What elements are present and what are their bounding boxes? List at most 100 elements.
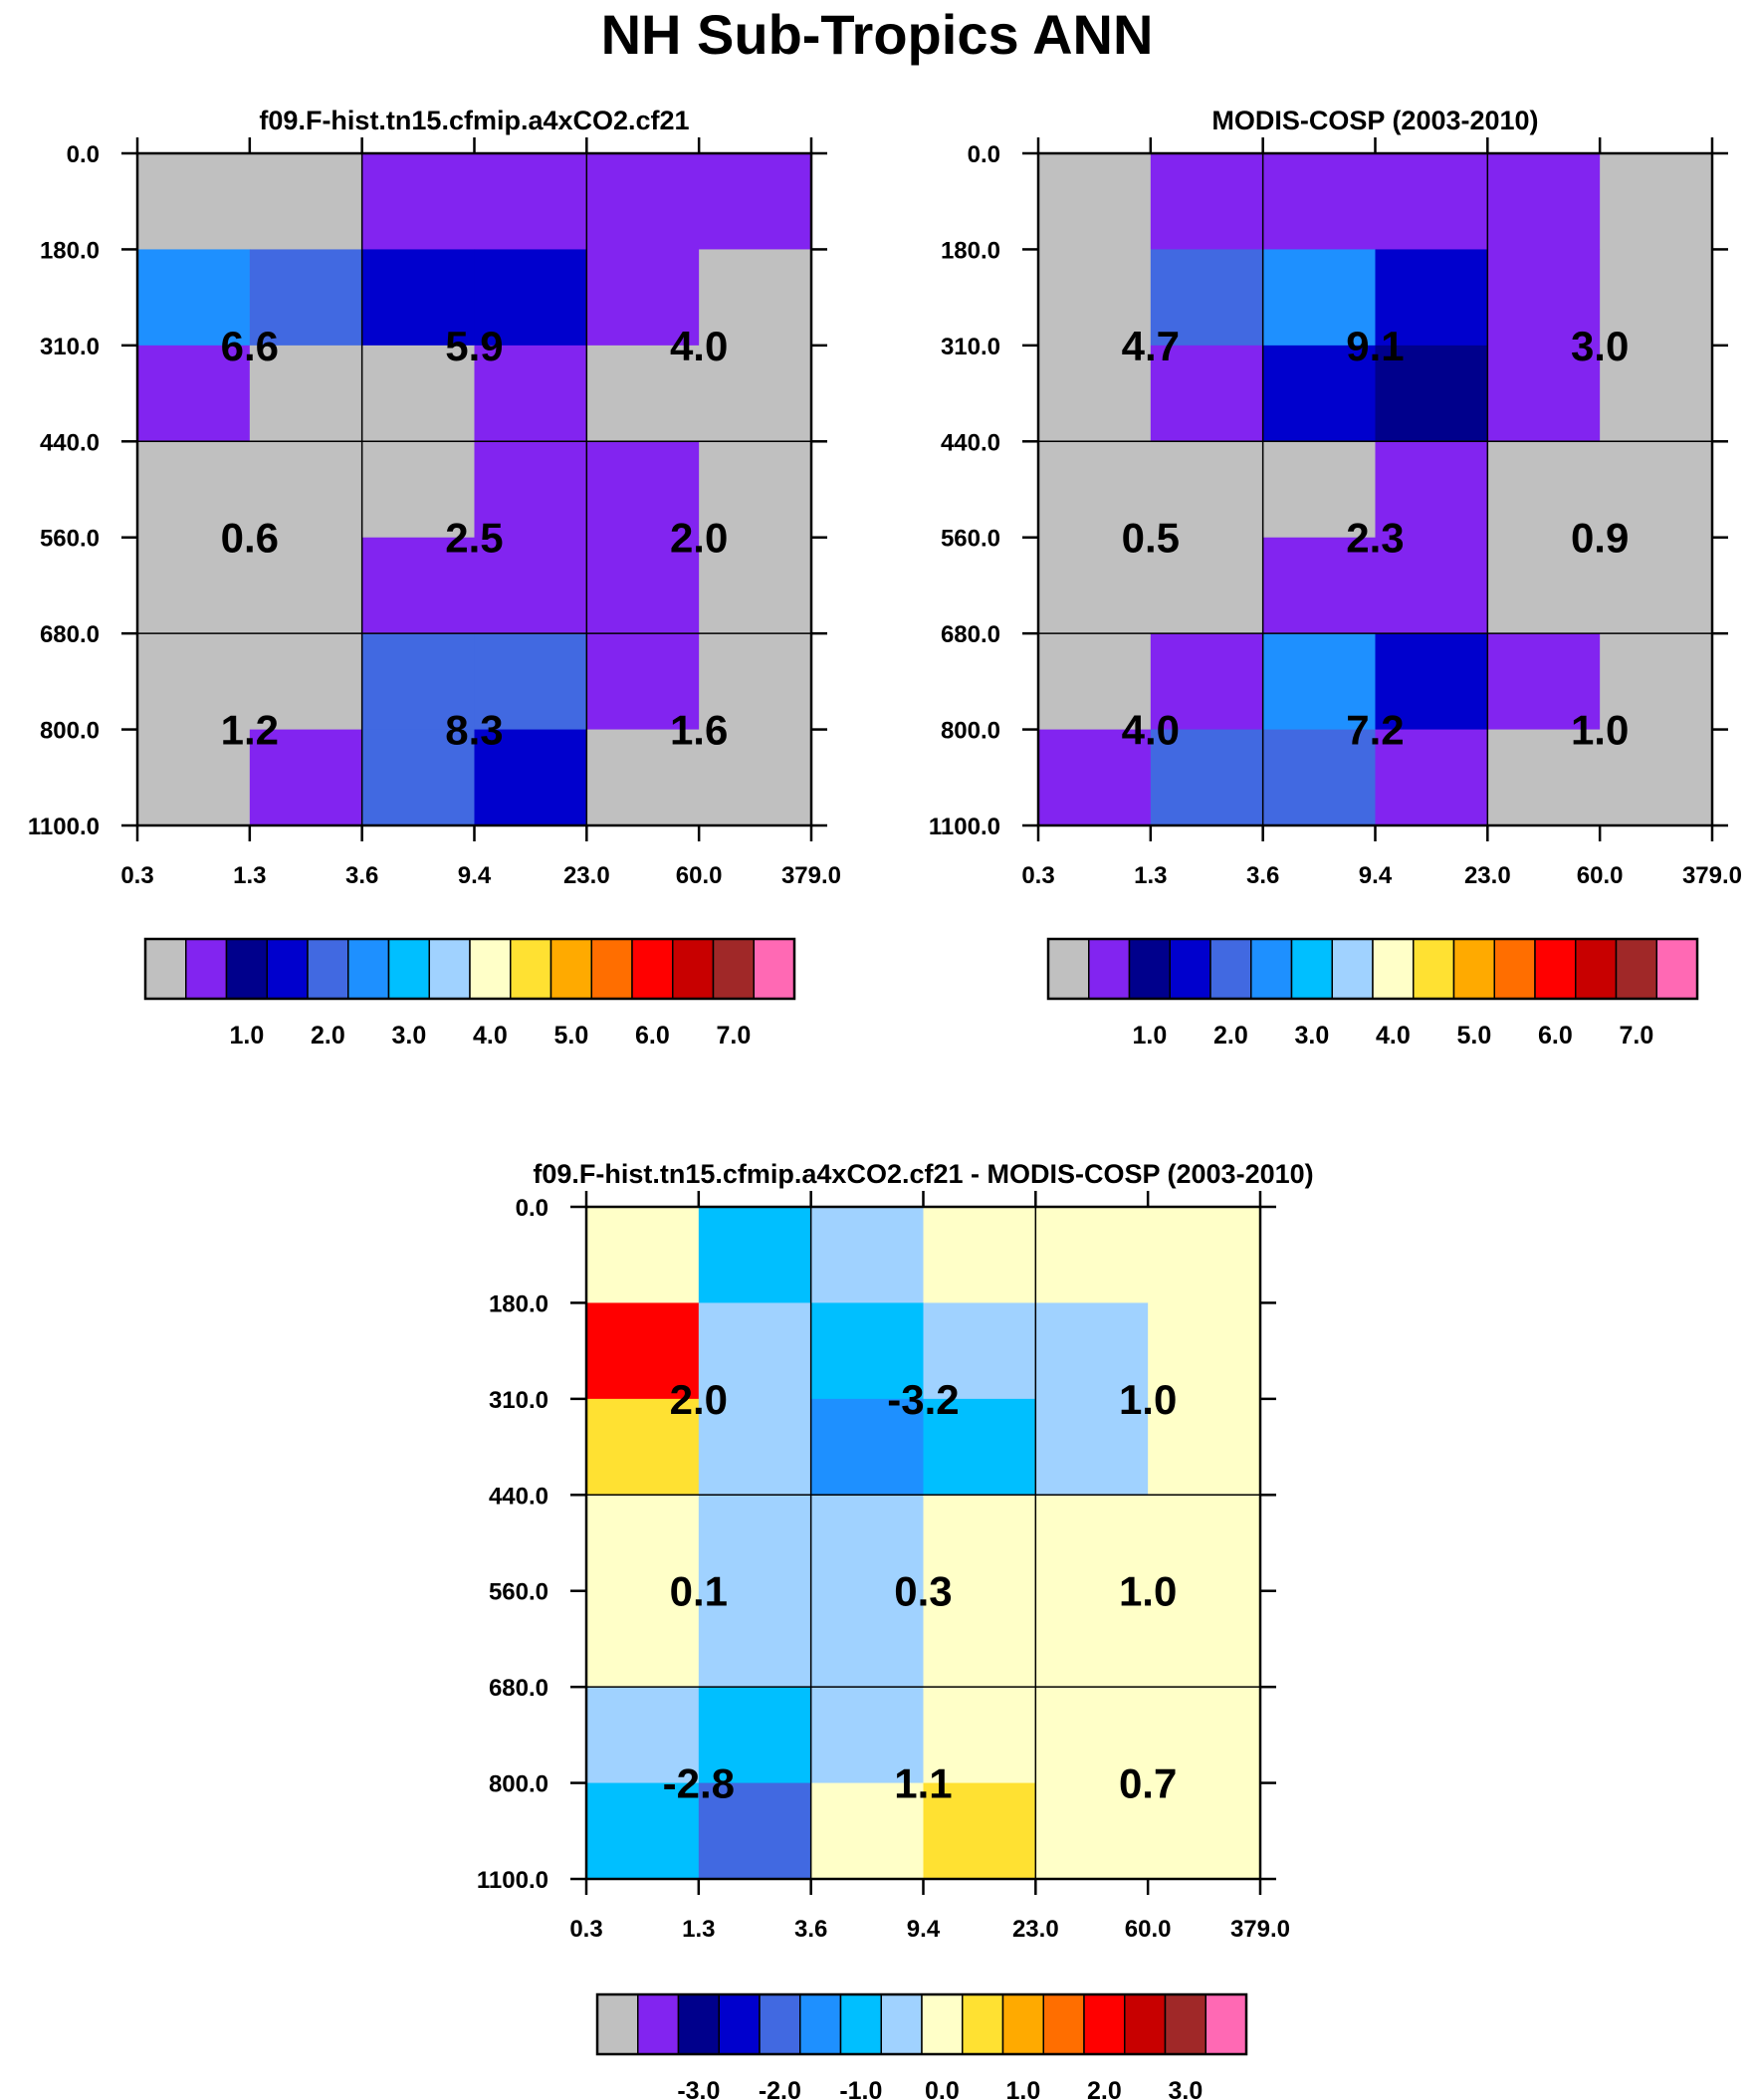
colorbar-swatch — [1209, 938, 1252, 1000]
heatmap-cell — [1262, 633, 1377, 731]
heatmap-cell — [923, 1590, 1036, 1688]
colorbar-frame — [1046, 937, 1699, 1001]
heatmap-cell — [249, 153, 363, 251]
colorbar-swatch — [1047, 938, 1090, 1000]
heatmap-cell — [1375, 345, 1488, 442]
x-tick-label: 0.3 — [569, 1916, 602, 1943]
colorbar-swatch — [387, 938, 430, 1000]
y-tick-label: 180.0 — [40, 237, 100, 264]
y-tick-label: 1100.0 — [477, 1867, 548, 1894]
cell-value-label: 9.1 — [1346, 323, 1404, 369]
colorbar-label: 1.0 — [229, 1022, 264, 1050]
heatmap-cell — [586, 1495, 700, 1592]
heatmap-cell — [810, 1687, 925, 1784]
x-tick-label: 379.0 — [1682, 862, 1742, 889]
heatmap-cell — [923, 1398, 1036, 1496]
heatmap-cell — [698, 1398, 812, 1496]
y-tick-label: 440.0 — [489, 1483, 548, 1510]
y-tick-label: 800.0 — [40, 718, 100, 745]
heatmap-cell — [1600, 729, 1713, 826]
colorbar-swatch — [1088, 938, 1131, 1000]
colorbar-swatch — [225, 938, 268, 1000]
heatmap-cell — [698, 1782, 812, 1880]
x-tick-label: 23.0 — [563, 862, 610, 889]
heatmap-cell — [137, 633, 251, 731]
colorbar-swatch — [1655, 938, 1698, 1000]
heatmap-cell — [1262, 249, 1377, 347]
heatmap-cell — [1487, 633, 1601, 731]
heatmap-cell — [586, 153, 700, 251]
heatmap-cell — [1148, 1207, 1261, 1304]
colorbar-label: 5.0 — [553, 1022, 588, 1050]
heatmap-cell — [1038, 153, 1152, 251]
cell-value-label: 2.0 — [670, 1376, 728, 1423]
heatmap-cell — [361, 345, 476, 442]
heatmap-cell — [1038, 633, 1152, 731]
x-tick-label: 3.6 — [794, 1916, 827, 1943]
colorbar-label: 5.0 — [1456, 1022, 1491, 1050]
colorbar-swatch — [962, 1993, 1004, 2055]
heatmap-cell — [1148, 1302, 1261, 1400]
cell-value-label: 1.0 — [1571, 707, 1629, 754]
cell-value-label: 1.2 — [221, 707, 279, 754]
cell-value-label: -2.8 — [663, 1760, 735, 1807]
heatmap-cell — [1150, 153, 1264, 251]
x-tick-label: 9.4 — [458, 862, 492, 889]
colorbar-swatch — [839, 1993, 882, 2055]
heatmap-cell — [810, 1782, 925, 1880]
cell-value-label: 0.5 — [1122, 515, 1180, 562]
cell-value-label: 4.0 — [1122, 707, 1180, 754]
heatmap-cell — [698, 1687, 812, 1784]
y-tick-label: 180.0 — [941, 237, 1000, 264]
colorbar-label: 6.0 — [1538, 1022, 1573, 1050]
cell-value-label: 0.3 — [894, 1568, 952, 1615]
heatmap-cell — [1375, 537, 1488, 634]
y-tick-label: 560.0 — [941, 526, 1000, 553]
heatmap-cell — [474, 729, 587, 826]
heatmap-cell — [586, 1398, 700, 1496]
x-tick-label: 379.0 — [781, 862, 841, 889]
colorbar-swatch — [637, 1993, 680, 2055]
heatmap-cell — [1035, 1207, 1149, 1304]
colorbar-swatch — [1250, 938, 1293, 1000]
colorbar-swatch — [1169, 938, 1211, 1000]
heatmap-cell — [1150, 441, 1264, 539]
y-tick-label: 440.0 — [941, 429, 1000, 456]
x-tick-label: 60.0 — [676, 862, 723, 889]
y-tick-label: 310.0 — [40, 334, 100, 360]
heatmap-cell — [1038, 441, 1152, 539]
heatmap-cell — [1262, 537, 1377, 634]
heatmap-cell — [1600, 633, 1713, 731]
heatmap-cell — [1035, 1398, 1149, 1496]
colorbar-swatch — [590, 938, 633, 1000]
heatmap-cell — [474, 633, 587, 731]
heatmap-cell — [474, 441, 587, 539]
x-tick-label: 0.3 — [1021, 862, 1054, 889]
heatmap-cell — [586, 1590, 700, 1688]
heatmap-cell — [1600, 249, 1713, 347]
heatmap-cell — [1038, 537, 1152, 634]
colorbar-label: 6.0 — [635, 1022, 670, 1050]
y-tick-label: 1100.0 — [929, 814, 1000, 840]
heatmap-cell — [699, 729, 812, 826]
heatmap-cell — [137, 537, 251, 634]
heatmap-cell — [586, 633, 700, 731]
y-tick-label: 680.0 — [941, 621, 1000, 648]
heatmap-cell — [361, 729, 476, 826]
heatmap-cell — [1262, 441, 1377, 539]
heatmap-cell — [249, 729, 363, 826]
colorbar-swatch — [1331, 938, 1374, 1000]
panel-title-1: MODIS-COSP (2003-2010) — [1211, 106, 1538, 135]
heatmap-cell — [249, 441, 363, 539]
heatmap-cell — [474, 153, 587, 251]
heatmap-cell — [923, 1302, 1036, 1400]
colorbar-label: -1.0 — [839, 2077, 882, 2100]
colorbar-swatch — [266, 938, 309, 1000]
cell-value-label: 3.0 — [1571, 323, 1629, 369]
heatmap-cell — [1150, 729, 1264, 826]
y-tick-label: 0.0 — [67, 141, 100, 168]
colorbar-label: 2.0 — [311, 1022, 345, 1050]
heatmap-cell — [361, 537, 476, 634]
heatmap-cell — [137, 153, 251, 251]
colorbar-swatch — [672, 938, 715, 1000]
